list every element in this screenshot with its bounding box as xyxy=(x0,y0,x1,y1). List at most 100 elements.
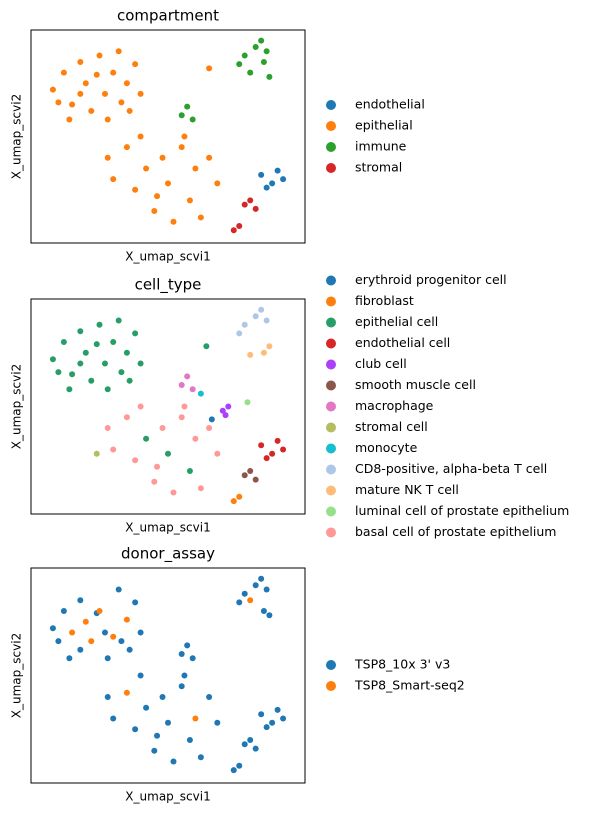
point xyxy=(77,328,84,335)
point xyxy=(159,154,166,161)
point xyxy=(181,672,188,679)
axes-frame xyxy=(30,567,306,784)
point xyxy=(263,48,270,55)
point xyxy=(55,369,62,376)
legend-marker xyxy=(326,359,336,370)
point xyxy=(88,638,95,645)
point xyxy=(208,416,215,423)
point xyxy=(118,99,125,106)
panel-title: compartment xyxy=(117,7,219,25)
legend-marker xyxy=(326,443,336,454)
legend-label: stromal xyxy=(355,160,402,175)
point xyxy=(186,737,193,743)
point xyxy=(258,171,265,178)
point xyxy=(123,144,130,151)
point xyxy=(159,694,166,700)
point xyxy=(115,317,122,324)
point xyxy=(49,625,56,632)
point xyxy=(236,61,243,68)
point xyxy=(110,715,117,722)
legend-marker xyxy=(326,506,336,517)
point xyxy=(241,52,248,59)
point xyxy=(159,425,166,431)
point xyxy=(165,719,171,726)
point xyxy=(123,689,130,696)
point xyxy=(77,646,84,653)
point xyxy=(170,489,177,496)
axes-frame xyxy=(30,29,306,244)
point xyxy=(236,222,243,229)
point xyxy=(132,186,139,193)
point xyxy=(252,745,259,752)
point xyxy=(236,599,243,606)
point xyxy=(241,321,248,328)
point xyxy=(151,747,158,754)
point xyxy=(214,719,221,726)
point xyxy=(143,165,150,172)
point xyxy=(151,208,158,215)
point xyxy=(123,80,130,87)
point xyxy=(260,608,267,614)
point xyxy=(280,176,287,183)
point xyxy=(203,343,210,350)
point xyxy=(93,71,100,78)
point xyxy=(274,167,281,174)
legend-marker xyxy=(326,527,336,538)
point xyxy=(110,633,117,640)
point xyxy=(154,732,161,739)
point xyxy=(186,468,193,474)
point xyxy=(269,180,276,187)
point xyxy=(77,360,84,367)
point xyxy=(274,437,281,444)
point xyxy=(88,107,95,114)
point xyxy=(247,351,254,358)
point xyxy=(192,715,199,722)
point xyxy=(137,629,144,636)
point xyxy=(189,655,196,662)
point xyxy=(252,44,259,51)
point xyxy=(258,575,265,582)
point xyxy=(178,382,185,388)
point xyxy=(66,655,73,662)
legend-label: erythroid progenitor cell xyxy=(355,272,507,287)
point xyxy=(151,478,158,485)
point xyxy=(197,754,204,761)
point xyxy=(55,638,62,645)
point xyxy=(132,599,139,606)
point xyxy=(110,69,117,76)
point xyxy=(178,683,185,690)
point xyxy=(132,726,139,733)
point xyxy=(66,386,73,393)
point xyxy=(132,61,139,68)
point xyxy=(252,205,259,212)
point xyxy=(247,197,254,204)
legend-marker xyxy=(326,660,336,670)
point xyxy=(247,597,254,604)
axes-frame xyxy=(30,298,306,515)
point xyxy=(77,597,84,604)
points xyxy=(49,37,287,234)
legend-marker xyxy=(326,338,336,349)
point xyxy=(77,58,84,65)
point xyxy=(104,694,111,700)
point xyxy=(49,86,56,93)
point xyxy=(104,116,111,123)
y-axis-label: X_umap_scvi2 xyxy=(10,94,24,179)
point xyxy=(263,184,270,191)
point xyxy=(269,450,276,457)
point xyxy=(123,349,130,356)
legend-marker xyxy=(326,121,336,131)
point xyxy=(206,425,213,431)
legend-label: fibroblast xyxy=(355,293,414,308)
points xyxy=(49,575,287,774)
point xyxy=(241,472,248,479)
point xyxy=(101,629,108,636)
point xyxy=(197,485,204,492)
point xyxy=(189,386,196,393)
point xyxy=(206,154,213,161)
point xyxy=(126,377,133,384)
point xyxy=(184,642,191,649)
legend-label: luminal cell of prostate epithelium xyxy=(355,503,569,518)
point xyxy=(197,390,204,397)
